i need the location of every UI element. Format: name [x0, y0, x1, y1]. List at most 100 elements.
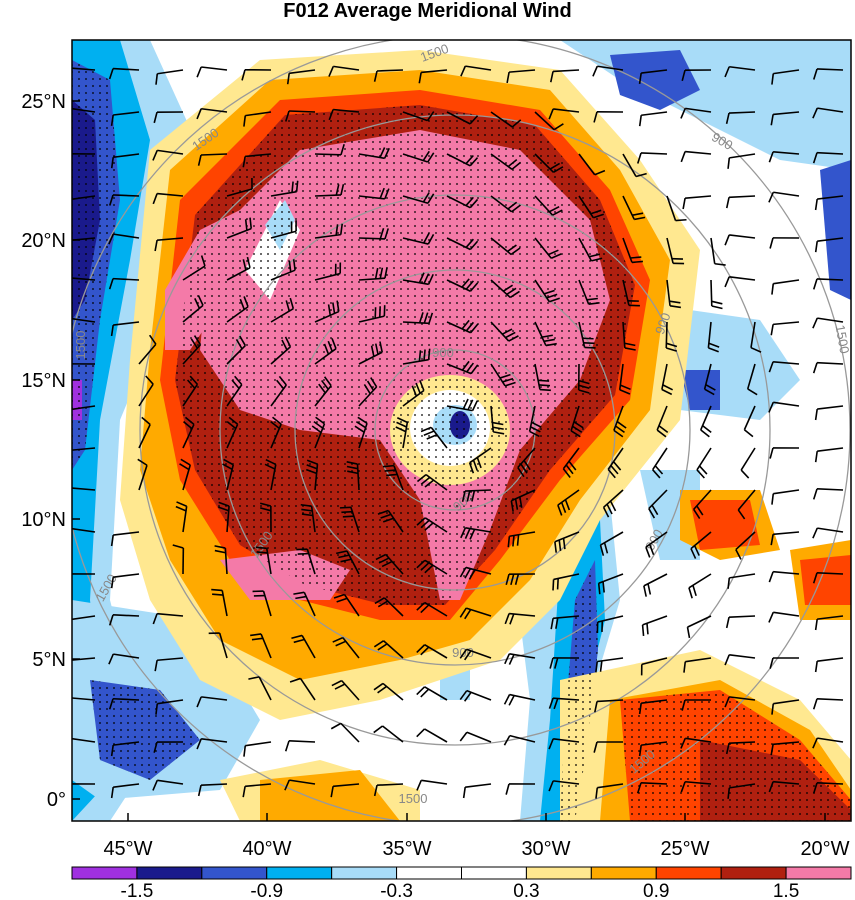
wind-barb [358, 147, 390, 160]
wind-barb [286, 69, 316, 85]
wind-barb [300, 503, 316, 533]
wind-barb [578, 237, 603, 262]
wind-barb [373, 69, 404, 82]
wind-barb [416, 517, 448, 533]
wind-barb [330, 722, 360, 743]
wind-barb [724, 654, 756, 666]
wind-barb [622, 321, 636, 351]
wind-barb [666, 237, 685, 265]
wind-barb [197, 153, 228, 166]
wind-barb [270, 416, 282, 449]
wind-barb [468, 447, 492, 474]
lat-tick-label: 10°N [21, 509, 66, 531]
wind-barb [242, 783, 272, 798]
wind-barb [549, 657, 580, 669]
wind-barb [155, 69, 184, 85]
wind-barb [270, 336, 292, 365]
wind-barb [550, 615, 580, 630]
wind-barb [682, 195, 712, 210]
wind-barb [72, 573, 96, 575]
wind-barb [446, 153, 479, 167]
wind-barb [331, 679, 360, 701]
wind-barb [548, 780, 580, 792]
wind-barb [152, 612, 184, 625]
wind-barb [577, 363, 590, 394]
wind-barb [686, 615, 712, 639]
wind-barb [182, 375, 199, 407]
wind-barb [490, 279, 520, 299]
wind-barb [771, 489, 800, 505]
wind-barb [727, 783, 756, 799]
wind-barb [661, 363, 674, 396]
wind-barb [336, 550, 360, 575]
wind-barb [252, 590, 272, 617]
wind-barb [446, 195, 479, 209]
wind-barb [640, 657, 668, 676]
lat-tick-label: 5°N [32, 649, 66, 671]
wind-barb [416, 779, 448, 791]
wind-barb [226, 375, 243, 407]
wind-barb [727, 153, 756, 169]
wind-barb [402, 192, 435, 204]
wind-barb [490, 363, 516, 387]
wind-barb [72, 317, 96, 323]
wind-barb [812, 571, 844, 584]
wind-barb [692, 489, 712, 520]
wind-barb [666, 195, 687, 222]
wind-barb [110, 573, 140, 589]
wind-barb [651, 447, 668, 479]
wind-barb [259, 502, 272, 533]
wind-barb [703, 363, 716, 396]
wind-barb [680, 737, 712, 749]
wind-barb [373, 640, 404, 659]
wind-barb [710, 279, 723, 310]
wind-barb [270, 259, 296, 281]
wind-barb [373, 682, 404, 701]
wind-barb [270, 220, 297, 239]
wind-barb [814, 237, 844, 253]
lon-tick-label: 25°W [660, 838, 709, 860]
wind-barb [270, 297, 295, 323]
wind-barb [768, 191, 800, 203]
wind-barb [226, 256, 251, 281]
wind-barb [211, 588, 228, 617]
colorbar-label: 0.3 [513, 881, 539, 900]
wind-barb [196, 66, 228, 78]
wind-barb [548, 738, 580, 750]
wind-barb [226, 416, 239, 449]
wind-barb [172, 544, 185, 575]
wind-barb [416, 644, 448, 659]
lat-tick-label: 15°N [21, 370, 66, 392]
wind-barb [72, 363, 96, 365]
wind-barb [416, 686, 448, 701]
wind-barb [110, 783, 140, 799]
significance-stippling [72, 60, 851, 821]
wind-barb [314, 184, 345, 197]
wind-barb [182, 416, 195, 449]
wind-barb [110, 531, 140, 547]
wind-barb [593, 741, 624, 753]
lat-tick-label: 20°N [21, 230, 66, 252]
wind-barb [332, 636, 360, 659]
wind-barb [554, 531, 580, 553]
wind-barb [771, 699, 800, 715]
wind-barb [770, 321, 800, 336]
wind-barb [740, 447, 756, 479]
wind-barb [314, 262, 342, 281]
wind-barb [665, 321, 678, 352]
colorbar-swatch [201, 866, 268, 880]
wind-barb [770, 741, 800, 756]
wind-barb [459, 648, 492, 661]
lon-tick-label: 20°W [800, 838, 849, 860]
wind-barb [681, 69, 712, 82]
colorbar-swatch [785, 866, 852, 880]
wind-barb [339, 506, 360, 533]
wind-barb [750, 321, 762, 353]
wind-barb [314, 376, 332, 407]
wind-barb [179, 458, 192, 491]
wind-barb [503, 734, 536, 746]
wind-barb [72, 615, 96, 621]
wind-barb [812, 488, 844, 500]
wind-barb [296, 548, 316, 575]
